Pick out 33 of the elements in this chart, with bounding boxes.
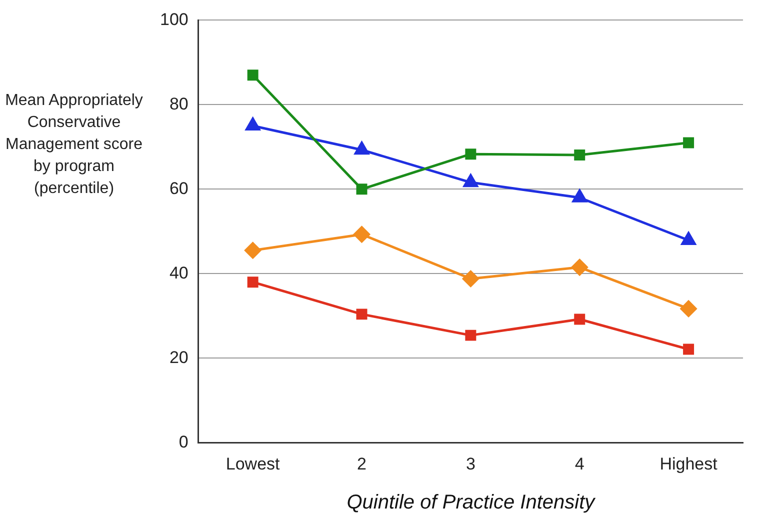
point (465, 148, 476, 160)
y-tick-label: 20 (169, 348, 188, 367)
point (463, 174, 478, 188)
point (574, 149, 586, 160)
x-tick-label: Highest (660, 454, 718, 474)
y-tick-label: 100 (160, 10, 188, 29)
x-tick-label: Lowest (226, 454, 280, 474)
x-axis-title: Quintile of Practice Intensity (346, 492, 596, 514)
x-tick-label: 2 (357, 454, 366, 474)
point (354, 226, 370, 243)
point (354, 142, 370, 155)
y-tick-label: 40 (169, 263, 188, 282)
point (683, 344, 694, 355)
point (571, 259, 588, 276)
point (247, 276, 258, 288)
point (683, 137, 694, 148)
point (574, 314, 586, 325)
y-tick-label: 0 (178, 432, 188, 452)
point (462, 270, 479, 287)
y-tick-label: 80 (169, 94, 188, 114)
y-tick-label: 60 (169, 178, 188, 198)
point (572, 189, 587, 202)
point (356, 184, 368, 195)
point (680, 300, 697, 317)
x-tick-label: 3 (466, 454, 476, 474)
point (465, 330, 476, 341)
point (356, 308, 368, 320)
x-tick-label: 4 (574, 454, 584, 474)
point (247, 70, 258, 81)
y-axis-title: Mean Appropriately Conservative Management score by program (percentile) (4, 91, 144, 199)
point (681, 232, 696, 246)
point (244, 242, 262, 259)
point (246, 118, 260, 131)
